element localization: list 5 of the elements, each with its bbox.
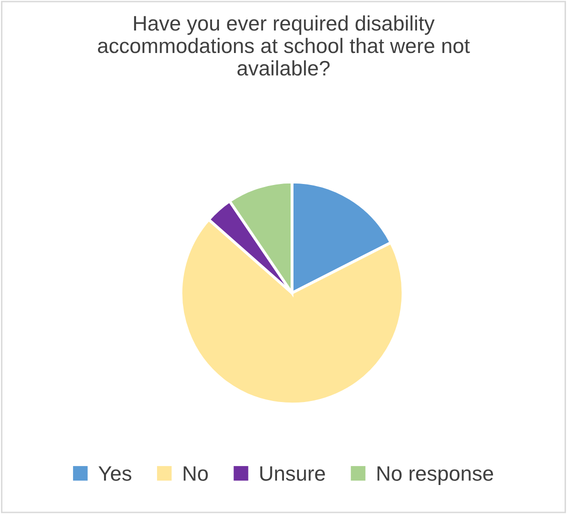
chart-title: Have you ever required disability accommodations at school that were not available? [98, 15, 470, 76]
legend-label: Unsure [260, 466, 325, 481]
legend-label: No [184, 466, 208, 481]
legend-label: No response [378, 466, 494, 485]
legend-label: Yes [98, 466, 132, 481]
